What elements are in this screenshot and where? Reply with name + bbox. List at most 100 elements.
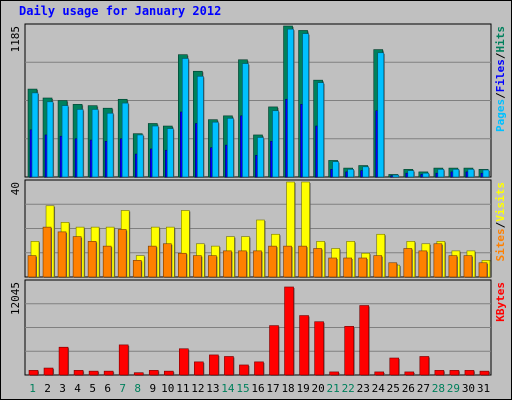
pages-bar-day-1: [31, 92, 39, 178]
x-tick-label-day-7: 7: [119, 382, 126, 395]
sites-bar-day-1: [27, 255, 37, 278]
sites-bar-day-25: [388, 262, 398, 278]
sites-bar-day-13: [208, 255, 217, 278]
kbytes-bar-day-30: [464, 370, 475, 376]
pages-bar-day-31: [482, 169, 490, 178]
x-tick-label-day-3: 3: [59, 382, 66, 395]
x-tick-label-day-17: 17: [266, 382, 279, 395]
legend-segment: Visits: [494, 182, 507, 222]
kbytes-bar-day-7: [118, 344, 129, 376]
sites-bar-day-27: [418, 250, 428, 278]
legend-segment: /: [494, 92, 507, 99]
x-tick-label-day-29: 29: [447, 382, 460, 395]
kbytes-bar-day-11: [179, 348, 189, 376]
pages-bar-day-11: [182, 58, 189, 178]
x-tick-label-day-13: 13: [206, 382, 219, 395]
kbytes-bar-day-31: [479, 370, 490, 376]
sites-bar-day-19: [298, 245, 307, 278]
kbytes-bar-day-2: [43, 367, 54, 376]
kbytes-bar-day-13: [209, 354, 219, 376]
kbytes-bar-day-5: [88, 370, 99, 376]
panel-1-legend-label: Pages/Files/Hits: [494, 26, 507, 132]
pages-bar-day-16: [257, 137, 264, 178]
pages-bar-day-26: [407, 170, 415, 178]
sites-bar-day-3: [57, 231, 67, 278]
kbytes-bar-day-29: [449, 370, 460, 376]
sites-bar-day-6: [102, 245, 112, 278]
x-tick-label-day-30: 30: [462, 382, 475, 395]
kbytes-bar-day-14: [224, 356, 234, 376]
kbytes-bar-day-24: [374, 371, 385, 376]
sites-bar-day-28: [433, 243, 443, 278]
kbytes-bar-day-16: [254, 361, 264, 376]
x-tick-label-day-5: 5: [89, 382, 96, 395]
panel-2-ymax-label: 40: [9, 182, 22, 195]
pages-bar-day-8: [136, 134, 144, 178]
kbytes-bar-day-18: [284, 286, 294, 376]
x-tick-label-day-18: 18: [281, 382, 294, 395]
kbytes-bar-day-6: [103, 370, 114, 376]
sites-bar-day-15: [238, 250, 247, 278]
sites-bar-day-26: [403, 248, 413, 278]
pages-bar-day-4: [76, 109, 84, 178]
pages-bar-day-10: [166, 128, 174, 178]
legend-segment: Hits: [494, 26, 507, 53]
pages-bar-day-7: [121, 102, 129, 178]
x-tick-label-day-6: 6: [104, 382, 111, 395]
kbytes-bar-day-23: [359, 305, 370, 376]
pages-bar-day-9: [151, 125, 159, 178]
sites-bar-day-21: [328, 257, 337, 278]
x-tick-label-day-20: 20: [312, 382, 325, 395]
kbytes-bar-day-15: [239, 364, 249, 376]
sites-bar-day-12: [193, 255, 202, 278]
panel-1-ymax-label: 1185: [9, 26, 22, 53]
legend-segment: Sites: [494, 228, 507, 261]
sites-bar-day-16: [253, 250, 262, 278]
kbytes-bar-day-1: [28, 370, 39, 376]
x-tick-label-day-26: 26: [402, 382, 415, 395]
x-tick-label-day-28: 28: [432, 382, 445, 395]
sites-bar-day-29: [448, 255, 458, 278]
x-tick-label-day-24: 24: [372, 382, 386, 395]
pages-bar-day-23: [362, 166, 370, 178]
kbytes-bar-day-12: [194, 361, 204, 376]
pages-bar-day-20: [317, 82, 324, 178]
kbytes-bar-day-8: [133, 372, 144, 376]
kbytes-bar-day-4: [73, 370, 84, 376]
kbytes-bar-day-22: [344, 326, 354, 376]
pages-bar-day-3: [61, 105, 69, 178]
sites-bar-day-18: [283, 245, 292, 278]
sites-bar-day-17: [268, 245, 277, 278]
pages-bar-day-2: [46, 101, 54, 178]
kbytes-bar-day-25: [389, 357, 400, 376]
panel-3-legend-label: KBytes: [494, 282, 507, 322]
sites-bar-day-4: [72, 236, 82, 278]
pages-bar-day-27: [422, 172, 430, 178]
sites-bar-day-31: [478, 262, 488, 278]
sites-bar-day-20: [313, 248, 322, 278]
legend-segment: KBytes: [494, 282, 507, 322]
legend-segment: /: [494, 52, 507, 59]
x-tick-label-day-14: 14: [221, 382, 235, 395]
kbytes-bar-day-19: [299, 315, 309, 376]
x-tick-label-day-4: 4: [74, 382, 81, 395]
pages-bar-day-19: [302, 33, 309, 178]
x-tick-label-day-23: 23: [357, 382, 370, 395]
sites-bar-day-8: [132, 260, 142, 278]
sites-bar-day-10: [162, 243, 172, 278]
x-tick-label-day-15: 15: [236, 382, 249, 395]
x-tick-label-day-25: 25: [387, 382, 400, 395]
kbytes-bar-day-28: [434, 370, 445, 376]
x-tick-label-day-11: 11: [176, 382, 189, 395]
sites-bar-day-22: [343, 257, 352, 278]
x-tick-label-day-31: 31: [477, 382, 490, 395]
x-tick-label-day-10: 10: [161, 382, 174, 395]
x-tick-label-day-8: 8: [134, 382, 141, 395]
pages-bar-day-15: [242, 63, 249, 178]
x-tick-label-day-2: 2: [44, 382, 51, 395]
pages-bar-day-18: [287, 28, 294, 178]
pages-bar-day-17: [272, 110, 279, 178]
sites-bar-day-24: [373, 255, 383, 278]
x-tick-label-day-12: 12: [191, 382, 204, 395]
